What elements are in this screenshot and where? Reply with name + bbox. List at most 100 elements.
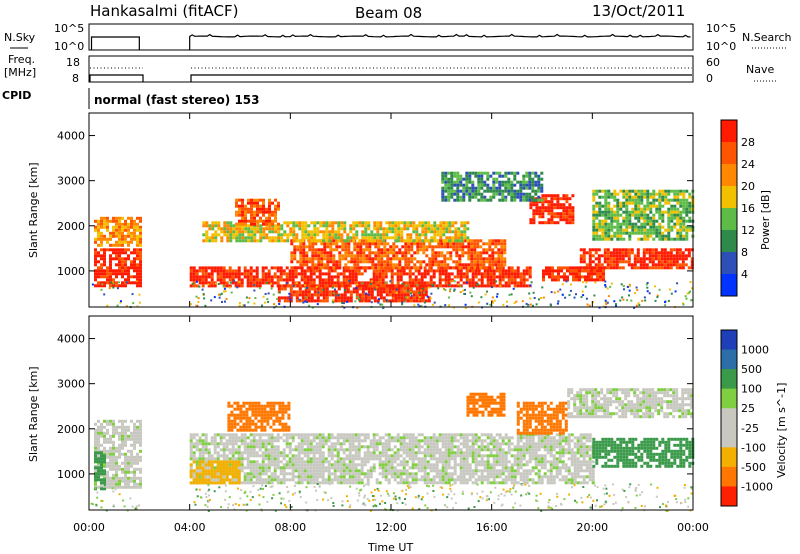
power-cell [649, 204, 653, 208]
velocity-cell [133, 476, 136, 480]
power-cell [468, 177, 472, 181]
power-cell [652, 201, 656, 205]
velocity-cell [288, 451, 292, 455]
power-cell [283, 287, 287, 291]
power-cell [600, 254, 604, 258]
power-cell [118, 231, 121, 235]
power-cell [591, 248, 595, 252]
power-cell [283, 239, 287, 243]
power-cell [607, 213, 611, 217]
power-cell [139, 260, 142, 264]
power-cell [540, 177, 544, 181]
velocity-cell [115, 446, 118, 450]
power-cell [262, 204, 265, 208]
power-cell [397, 230, 401, 234]
velocity-cell [234, 448, 238, 452]
power-cell [480, 174, 484, 178]
power-cell [610, 210, 614, 214]
velocity-cell [210, 457, 214, 461]
power-speckle-cell [288, 295, 291, 298]
power-cell [690, 260, 694, 264]
velocity-cell [270, 475, 274, 479]
velocity-cell [94, 475, 97, 479]
power-cell [646, 222, 650, 226]
velocity-cell [94, 422, 97, 426]
power-cell [304, 224, 308, 228]
power-cell [372, 272, 376, 276]
power-cell [118, 248, 121, 252]
velocity-cell [366, 457, 370, 461]
power-cell [676, 198, 680, 202]
power-cell [396, 269, 400, 273]
velocity-cell [216, 457, 220, 461]
power-cell [642, 266, 646, 270]
power-speckle-cell [480, 296, 483, 299]
power-cell [482, 263, 486, 267]
power-cell [406, 224, 410, 228]
power-cell [571, 221, 575, 225]
power-cell [241, 198, 244, 202]
nsky-series-line [90, 36, 140, 50]
power-cell [581, 275, 584, 279]
power-cell [625, 228, 629, 232]
power-cell [684, 248, 688, 252]
power-cell [347, 251, 351, 255]
power-cell [342, 278, 346, 282]
power-cell [640, 228, 644, 232]
power-cell [373, 284, 377, 288]
power-cell [658, 237, 662, 241]
power-cell [280, 233, 284, 237]
power-cell [476, 254, 480, 258]
power-cell [421, 224, 425, 228]
power-cell [362, 239, 366, 243]
power-cell [228, 278, 232, 282]
power-cell [682, 198, 686, 202]
power-cell [619, 237, 623, 241]
power-cell [645, 257, 649, 261]
power-cell [318, 281, 322, 285]
velocity-cell [318, 460, 322, 464]
velocity-cell [321, 454, 325, 458]
power-cell [658, 213, 662, 217]
velocity-cell [366, 436, 370, 440]
power-cell [403, 287, 407, 291]
velocity-cell [127, 425, 130, 429]
velocity-cell [288, 466, 292, 470]
power-cell [471, 180, 475, 184]
power-cell [441, 192, 445, 196]
power-cell [597, 263, 601, 267]
velocity-cell [288, 457, 292, 461]
power-cell [228, 284, 232, 288]
power-cell [643, 225, 647, 229]
power-colorbar-swatch [721, 164, 737, 187]
power-cell [476, 260, 480, 264]
power-cell [667, 213, 671, 217]
power-cell [594, 257, 598, 261]
power-cell [602, 269, 605, 273]
power-cell [565, 218, 569, 222]
velocity-cell [243, 448, 247, 452]
power-speckle-cell [410, 294, 413, 297]
power-cell [601, 189, 605, 193]
power-cell [370, 296, 374, 300]
power-cell [274, 204, 277, 208]
power-speckle-cell [267, 301, 270, 303]
power-cell [97, 251, 100, 255]
power-cell [557, 269, 560, 273]
power-speckle-cell [285, 282, 288, 285]
power-cell [445, 230, 449, 234]
power-cell [365, 266, 369, 270]
power-cell [265, 207, 268, 211]
power-cell [326, 254, 330, 258]
velocity-cell [279, 466, 283, 470]
power-speckle-cell [421, 287, 424, 290]
velocity-cell [249, 466, 253, 470]
power-cell [443, 257, 447, 261]
power-cell [368, 260, 372, 264]
power-cell [383, 260, 387, 264]
power-cell [459, 198, 463, 202]
velocity-cell [282, 463, 286, 467]
power-cell [486, 278, 490, 282]
power-feature-6 [235, 198, 280, 226]
velocity-cell [133, 455, 136, 459]
